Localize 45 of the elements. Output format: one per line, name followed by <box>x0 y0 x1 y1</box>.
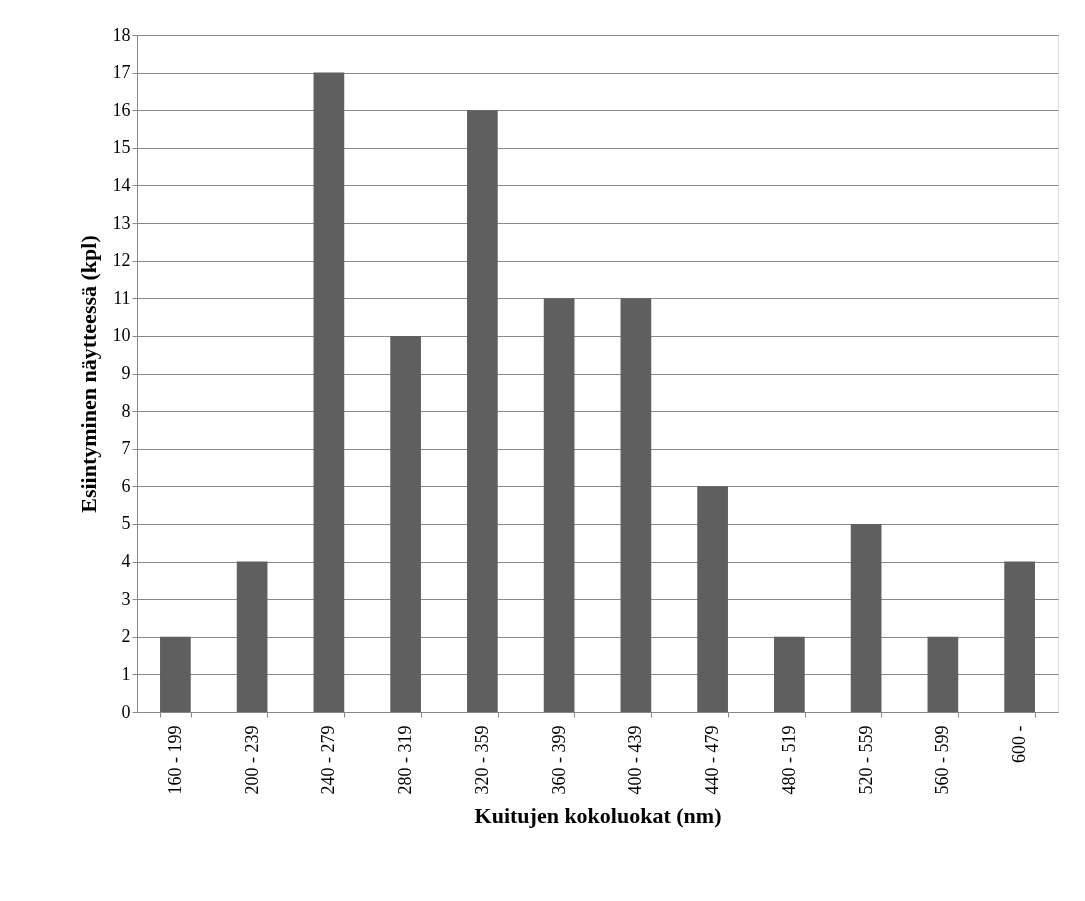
bar <box>543 298 575 712</box>
y-tick-label: 18 <box>112 24 131 45</box>
bar <box>620 298 652 712</box>
x-tick-label: 560 - 599 <box>932 725 953 795</box>
x-axis-title: Kuitujen kokoluokat (nm) <box>474 803 722 829</box>
y-tick-label: 5 <box>121 513 131 534</box>
y-tick-label: 13 <box>112 212 131 233</box>
bar <box>160 636 191 712</box>
x-tick-label: 200 - 239 <box>241 725 262 795</box>
bar <box>927 636 959 712</box>
y-tick-label: 6 <box>121 475 131 496</box>
bar <box>1004 561 1035 712</box>
x-tick-label: 280 - 319 <box>395 725 416 795</box>
bar <box>467 110 498 712</box>
bar <box>850 523 882 712</box>
x-tick-label: 400 - 439 <box>625 725 646 795</box>
x-tick-label: 520 - 559 <box>855 725 876 795</box>
y-tick-label: 8 <box>121 400 131 421</box>
bar <box>313 72 345 712</box>
bar <box>774 636 805 712</box>
x-tick-label: 600 - <box>1009 725 1030 763</box>
bar <box>390 335 421 712</box>
x-tick-label: 320 - 359 <box>471 725 492 795</box>
bar <box>697 486 728 712</box>
y-tick-label: 15 <box>112 137 131 158</box>
bar <box>236 561 268 712</box>
x-tick-label: 160 - 199 <box>164 725 185 795</box>
x-tick-label: 440 - 479 <box>702 725 723 795</box>
y-tick-label: 0 <box>121 701 131 722</box>
y-tick-label: 2 <box>121 626 131 647</box>
x-tick-label: 360 - 399 <box>548 725 569 795</box>
y-tick-label: 10 <box>112 325 131 346</box>
y-tick-label: 9 <box>121 363 131 383</box>
x-tick-label: 480 - 519 <box>778 725 799 795</box>
y-tick-label: 17 <box>112 62 131 83</box>
y-tick-label: 12 <box>112 250 131 271</box>
y-tick-label: 3 <box>121 588 131 609</box>
y-tick-label: 7 <box>121 438 131 459</box>
y-tick-label: 14 <box>112 174 131 195</box>
y-tick-label: 1 <box>121 663 131 684</box>
y-axis-title: Esiintyminen näytteessä (kpl) <box>75 235 101 513</box>
y-tick-label: 4 <box>121 551 131 572</box>
y-tick-label: 11 <box>113 287 131 308</box>
x-tick-label: 240 - 279 <box>318 725 339 795</box>
y-tick-label: 16 <box>112 99 131 120</box>
